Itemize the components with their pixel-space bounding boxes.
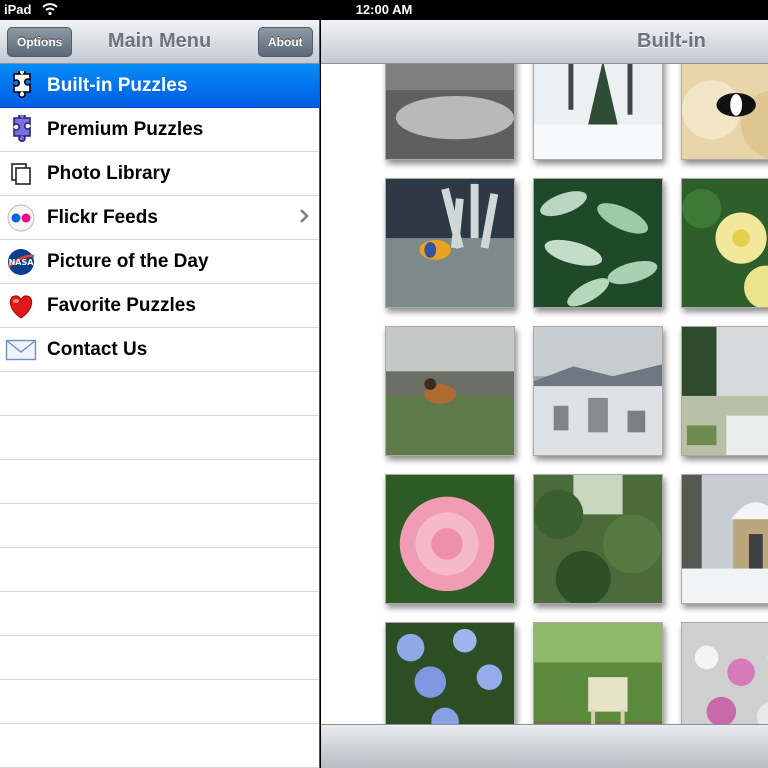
empty-row: [0, 592, 319, 636]
puzzle-thumbnail-striped-leaves[interactable]: [533, 178, 663, 308]
menu-item-label: Contact Us: [47, 338, 148, 360]
menu-item-label: Flickr Feeds: [47, 206, 158, 228]
menu-item-photo-library[interactable]: Photo Library: [0, 152, 319, 196]
carrier-label: iPad: [4, 2, 32, 17]
photo-library-icon: [5, 158, 37, 190]
menu-item-picture-of-the-day[interactable]: NASA Picture of the Day: [0, 240, 319, 284]
puzzle-thumbnail-snowy-city[interactable]: [533, 326, 663, 456]
heart-icon: [5, 290, 37, 322]
puzzle-thumbnail-blue-flowers[interactable]: [385, 622, 515, 724]
menu-item-label: Favorite Puzzles: [47, 294, 196, 316]
puzzle-thumbnail-winter-garden[interactable]: [681, 326, 768, 456]
puzzle-grid: [321, 64, 768, 724]
puzzle-thumbnail-mandarin-duck[interactable]: [385, 326, 515, 456]
empty-row: [0, 548, 319, 592]
menu-item-label: Built-in Puzzles: [47, 74, 188, 96]
status-time: 12:00 AM: [355, 2, 413, 17]
puzzle-thumbnail-snowy-gazebo[interactable]: [681, 474, 768, 604]
svg-text:NASA: NASA: [9, 258, 35, 267]
wifi-icon: [42, 3, 58, 16]
detail-pane: Built-in: [321, 20, 768, 768]
menu-list: Built-in Puzzles Premium Puzzles Photo L…: [0, 64, 319, 372]
menu-item-contact-us[interactable]: Contact Us: [0, 328, 319, 372]
empty-row: [0, 636, 319, 680]
empty-row: [0, 372, 319, 416]
bottom-toolbar: [321, 724, 768, 768]
chevron-right-icon: [300, 209, 309, 223]
puzzle-thumbnail-pink-camellia[interactable]: [385, 474, 515, 604]
menu-item-built-in-puzzles[interactable]: Built-in Puzzles: [0, 64, 319, 108]
empty-row: [0, 724, 319, 768]
about-button[interactable]: About: [258, 27, 313, 57]
menu-item-label: Photo Library: [47, 162, 171, 184]
master-navbar: Options Main Menu About: [0, 20, 319, 64]
menu-item-flickr-feeds[interactable]: Flickr Feeds: [0, 196, 319, 240]
detail-title: Built-in: [637, 30, 706, 52]
puzzle-thumbnail-green-foliage[interactable]: [533, 474, 663, 604]
empty-row: [0, 504, 319, 548]
empty-row: [0, 680, 319, 724]
puzzle-thumbnail-clownfish-anemone[interactable]: [681, 64, 768, 160]
detail-navbar: Built-in: [321, 20, 768, 64]
menu-item-label: Premium Puzzles: [47, 118, 204, 140]
menu-item-premium-puzzles[interactable]: Premium Puzzles: [0, 108, 319, 152]
puzzle-thumbnail-snowy-park[interactable]: [533, 64, 663, 160]
nasa-icon: NASA: [5, 246, 37, 278]
puzzle-thumbnail-orchids[interactable]: [681, 622, 768, 724]
menu-item-label: Picture of the Day: [47, 250, 209, 272]
menu-item-favorite-puzzles[interactable]: Favorite Puzzles: [0, 284, 319, 328]
envelope-icon: [5, 334, 37, 366]
puzzle-thumbnail-yellow-flower[interactable]: [681, 178, 768, 308]
empty-row: [0, 460, 319, 504]
puzzle-piece-icon: [5, 114, 37, 146]
main-menu-title: Main Menu: [107, 30, 212, 52]
empty-row: [0, 416, 319, 460]
puzzle-thumbnail-tropical-fish-coral[interactable]: [385, 178, 515, 308]
puzzle-piece-icon: [5, 70, 37, 102]
flickr-icon: [5, 202, 37, 234]
puzzle-thumbnail-ocean-sunset[interactable]: [385, 64, 515, 160]
main-menu-pane: Options Main Menu About Built-in Puzzles…: [0, 20, 320, 768]
puzzle-thumbnail-garden-bench[interactable]: [533, 622, 663, 724]
status-bar: iPad 12:00 AM: [0, 0, 768, 20]
options-button[interactable]: Options: [7, 27, 73, 57]
